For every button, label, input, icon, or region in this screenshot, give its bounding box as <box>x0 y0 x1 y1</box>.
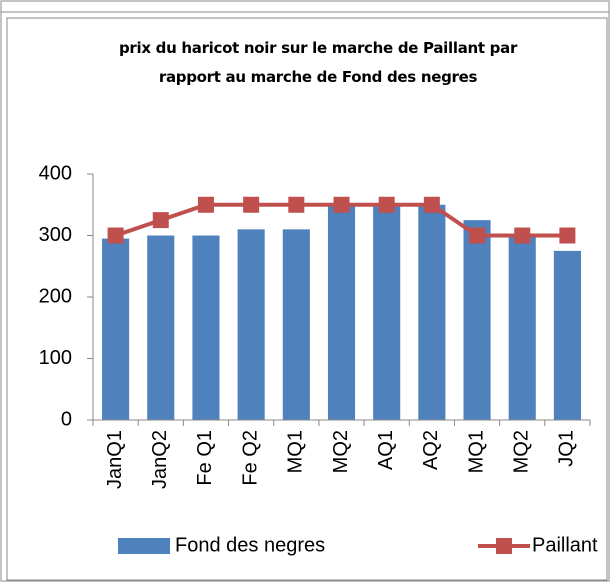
x-tick-label: MQ1 <box>465 430 487 473</box>
chart-frame <box>6 17 608 581</box>
marker <box>333 196 350 213</box>
x-tick-label: JQ1 <box>556 430 578 467</box>
bar <box>373 204 401 420</box>
marker <box>107 227 124 244</box>
x-tick-label: AQ2 <box>420 430 442 470</box>
bar <box>463 220 491 420</box>
bar <box>508 235 536 420</box>
x-tick-label: MQ2 <box>511 430 533 473</box>
bar <box>237 229 265 420</box>
bar <box>147 235 175 420</box>
bar <box>418 204 446 420</box>
marker <box>243 196 260 213</box>
legend-swatch <box>118 538 170 554</box>
y-tick-label: 400 <box>39 162 72 184</box>
marker <box>152 212 169 229</box>
marker <box>288 196 305 213</box>
marker <box>559 227 576 244</box>
bar <box>327 204 356 420</box>
legend-label: Fond des negres <box>175 534 325 556</box>
x-tick-label: JanQ2 <box>149 430 171 489</box>
bar <box>102 238 130 420</box>
marker <box>514 227 531 244</box>
y-tick-label: 200 <box>39 285 72 307</box>
marker <box>423 196 440 213</box>
bar <box>192 235 220 420</box>
marker <box>197 196 214 213</box>
marker <box>469 227 486 244</box>
x-tick-label: Fe Q2 <box>239 430 261 486</box>
y-tick-label: 0 <box>61 408 72 430</box>
legend-marker <box>496 538 512 554</box>
y-tick-label: 300 <box>39 224 72 246</box>
x-tick-label: AQ1 <box>375 430 397 470</box>
bar <box>282 229 310 420</box>
x-tick-label: MQ2 <box>330 430 352 473</box>
marker <box>378 196 395 213</box>
x-tick-label: Fe Q1 <box>194 430 216 486</box>
chart-title: prix du haricot noir sur le marche de Pa… <box>118 39 518 86</box>
x-tick-label: JanQ1 <box>104 430 126 489</box>
bar <box>553 250 581 420</box>
x-tick-label: MQ1 <box>285 430 307 473</box>
legend-label: Paillant <box>532 534 598 556</box>
y-tick-label: 100 <box>39 347 72 369</box>
